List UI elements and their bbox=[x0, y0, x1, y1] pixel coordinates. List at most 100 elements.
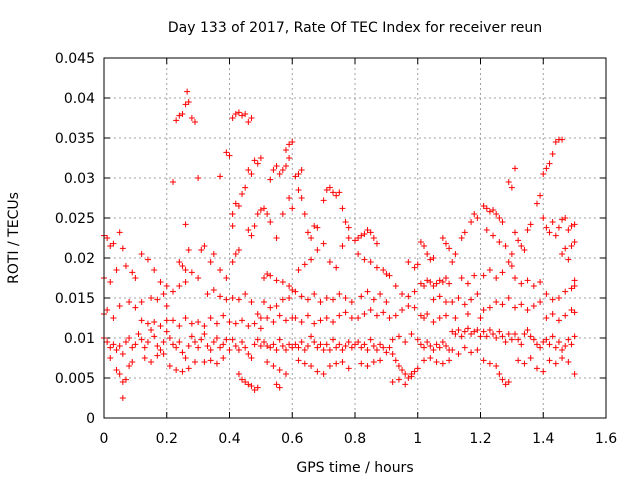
data-point bbox=[442, 299, 449, 305]
data-point bbox=[191, 339, 198, 345]
data-point bbox=[562, 288, 569, 295]
data-point bbox=[571, 371, 578, 377]
data-points bbox=[101, 88, 578, 401]
data-point bbox=[446, 245, 453, 252]
data-point bbox=[464, 280, 471, 287]
data-point bbox=[421, 315, 428, 321]
grid-lines bbox=[104, 58, 606, 418]
data-point bbox=[270, 319, 277, 325]
data-point bbox=[430, 283, 437, 289]
data-point bbox=[229, 115, 236, 121]
data-point bbox=[204, 291, 211, 297]
data-point bbox=[421, 344, 428, 351]
data-point bbox=[430, 319, 437, 325]
data-point bbox=[151, 319, 158, 325]
data-point bbox=[295, 267, 302, 273]
data-point bbox=[107, 279, 114, 285]
data-point bbox=[132, 341, 139, 348]
data-point bbox=[311, 339, 318, 345]
data-point bbox=[373, 240, 380, 247]
data-point bbox=[358, 293, 365, 300]
data-point bbox=[555, 224, 562, 231]
data-point bbox=[383, 349, 390, 356]
data-point bbox=[239, 339, 246, 345]
data-point bbox=[508, 263, 515, 269]
data-point bbox=[217, 173, 224, 180]
data-point bbox=[367, 307, 374, 313]
data-point bbox=[543, 224, 550, 231]
data-point bbox=[276, 171, 283, 177]
data-point bbox=[122, 263, 129, 269]
data-point bbox=[220, 312, 227, 319]
data-point bbox=[176, 339, 183, 345]
data-point bbox=[559, 355, 566, 361]
data-point bbox=[464, 311, 471, 317]
data-point bbox=[182, 315, 189, 321]
data-point bbox=[286, 195, 293, 201]
data-point bbox=[223, 296, 230, 303]
data-point bbox=[521, 331, 528, 337]
data-point bbox=[289, 139, 296, 145]
data-point bbox=[355, 315, 362, 321]
data-point bbox=[308, 235, 315, 241]
data-point bbox=[289, 205, 296, 212]
data-point bbox=[191, 359, 198, 365]
data-point bbox=[430, 347, 437, 353]
data-point bbox=[251, 223, 258, 229]
data-point bbox=[116, 371, 123, 377]
x-tick-label: 1.2 bbox=[469, 431, 491, 447]
data-point bbox=[138, 299, 145, 305]
data-point bbox=[352, 341, 358, 348]
data-point bbox=[251, 341, 258, 348]
data-point bbox=[552, 360, 559, 367]
data-point bbox=[342, 219, 349, 225]
data-point bbox=[229, 223, 236, 229]
data-point bbox=[160, 339, 167, 345]
data-point bbox=[502, 381, 509, 388]
data-point bbox=[543, 291, 550, 297]
data-point bbox=[264, 343, 271, 349]
data-point bbox=[333, 192, 340, 199]
data-point bbox=[239, 191, 246, 197]
data-point bbox=[138, 336, 145, 343]
data-point bbox=[217, 344, 224, 351]
data-point bbox=[442, 343, 449, 349]
data-point bbox=[304, 312, 311, 319]
data-point bbox=[141, 355, 148, 361]
data-point bbox=[339, 243, 346, 249]
data-point bbox=[524, 307, 531, 313]
data-point bbox=[480, 203, 487, 209]
data-point bbox=[568, 243, 575, 249]
data-point bbox=[345, 224, 352, 231]
data-point bbox=[336, 291, 343, 297]
data-point bbox=[232, 251, 239, 257]
data-point bbox=[154, 296, 161, 303]
data-point bbox=[524, 327, 531, 333]
data-point bbox=[323, 187, 330, 193]
data-point bbox=[399, 367, 406, 373]
data-point bbox=[499, 376, 506, 383]
data-point bbox=[380, 267, 387, 273]
data-point bbox=[433, 280, 440, 287]
data-point bbox=[508, 184, 515, 191]
data-point bbox=[458, 235, 465, 241]
data-point bbox=[392, 357, 399, 364]
data-point bbox=[116, 229, 123, 236]
data-point bbox=[439, 279, 446, 285]
x-tick-label: 1 bbox=[413, 431, 422, 447]
data-point bbox=[395, 363, 402, 369]
data-point bbox=[549, 296, 556, 303]
data-point bbox=[220, 355, 227, 361]
y-tick-label: 0.025 bbox=[55, 211, 95, 227]
data-point bbox=[461, 344, 468, 351]
data-point bbox=[245, 167, 252, 173]
data-point bbox=[408, 371, 415, 377]
data-point bbox=[455, 327, 462, 333]
x-tick-label: 1.6 bbox=[595, 431, 617, 447]
data-point bbox=[276, 384, 283, 391]
data-point bbox=[552, 232, 559, 239]
y-tick-label: 0.015 bbox=[55, 291, 95, 307]
data-point bbox=[273, 235, 280, 241]
data-point bbox=[562, 343, 569, 349]
